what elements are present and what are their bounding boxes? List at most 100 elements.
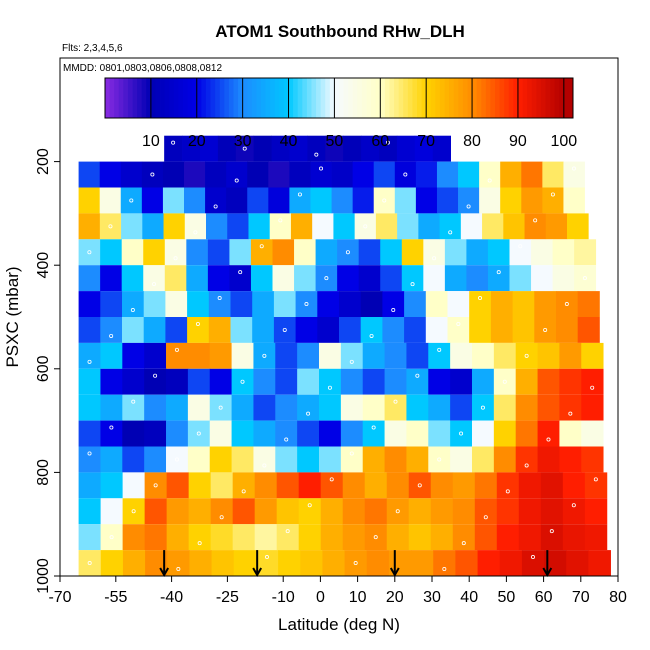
heatmap-cell — [380, 265, 403, 292]
heatmap-cell — [358, 265, 381, 292]
heatmap-cell — [384, 446, 407, 473]
heatmap-cell — [100, 524, 124, 551]
heatmap-cell — [232, 498, 256, 525]
heatmap-cell — [268, 187, 290, 214]
heatmap-cell — [275, 394, 298, 421]
heatmap-cell — [515, 342, 538, 369]
heatmap-cell — [78, 524, 102, 551]
heatmap-cell — [122, 420, 145, 447]
heatmap-cell — [342, 472, 366, 499]
heatmap-cell — [144, 472, 168, 499]
colorbar-cell — [311, 78, 317, 118]
x-tick-label: -10 — [272, 589, 295, 606]
colorbar-cell — [417, 78, 422, 118]
heatmap-cell — [490, 317, 513, 343]
heatmap-cell — [515, 420, 538, 447]
colorbar-cell — [150, 78, 156, 118]
heatmap-cell — [205, 187, 227, 214]
sample-marker — [550, 192, 555, 197]
colorbar-cell — [279, 78, 285, 118]
heatmap-cell — [559, 394, 582, 421]
sample-marker — [217, 296, 222, 301]
heatmap-cell — [430, 472, 454, 499]
x-tick-label: -55 — [104, 589, 127, 606]
colorbar-cell — [536, 78, 542, 118]
heatmap-cell — [186, 265, 209, 292]
y-tick-label: 200 — [35, 148, 52, 175]
heatmap-cell — [226, 161, 248, 188]
sample-marker — [530, 555, 535, 560]
heatmap-cell — [273, 317, 296, 343]
sample-marker — [502, 379, 507, 384]
colorbar-cell — [508, 78, 514, 118]
heatmap-cell — [362, 342, 385, 369]
heatmap-cell — [231, 446, 254, 473]
colorbar-cell — [449, 78, 455, 118]
heatmap-cell — [120, 187, 143, 214]
heatmap-cell — [100, 420, 123, 447]
heatmap-cell — [428, 446, 451, 473]
heatmap-cell — [162, 161, 185, 188]
heatmap-cell — [408, 498, 432, 525]
colorbar-cell — [403, 78, 409, 118]
heatmap-cell — [122, 524, 146, 551]
colorbar-cell — [375, 78, 381, 118]
heatmap-cell — [233, 550, 257, 576]
colorbar-cell — [545, 78, 551, 118]
heatmap-cell — [290, 213, 313, 240]
colorbar-cell — [306, 78, 312, 118]
heatmap-cell — [268, 161, 290, 188]
heatmap-cell — [78, 265, 101, 292]
colorbar-cell — [274, 78, 280, 118]
heatmap-cell — [122, 342, 145, 369]
heatmap-cell — [342, 524, 366, 551]
sample-marker — [153, 373, 158, 378]
heatmap-cell — [217, 135, 237, 162]
heatmap-cell — [562, 498, 586, 525]
heatmap-cell — [207, 239, 230, 266]
heatmap-cell — [380, 239, 403, 266]
heatmap-cell — [447, 317, 470, 343]
sample-marker — [437, 457, 442, 462]
heatmap-cell — [317, 291, 340, 317]
heatmap-cell — [144, 420, 167, 447]
heatmap-cell — [144, 394, 167, 421]
heatmap-cell — [364, 524, 388, 551]
heatmap-cell — [272, 265, 295, 292]
heatmap-cell — [362, 368, 385, 395]
heatmap-cell — [581, 368, 604, 395]
sample-marker — [262, 463, 267, 468]
colorbar-cell — [105, 78, 110, 118]
sample-marker — [329, 477, 334, 482]
heatmap-cell — [297, 394, 320, 421]
sample-marker — [382, 198, 387, 203]
colorbar-cell — [205, 78, 211, 118]
colorbar-cell — [568, 78, 574, 118]
sample-marker — [324, 276, 329, 281]
sample-marker — [109, 535, 114, 540]
colorbar-cell — [398, 78, 404, 118]
colorbar-cell — [265, 78, 271, 118]
sample-marker — [264, 555, 269, 560]
sample-marker — [262, 353, 267, 358]
colorbar-cell — [444, 78, 450, 118]
heatmap-cell — [211, 550, 235, 576]
heatmap-cell — [278, 550, 301, 576]
colorbar-cell — [169, 78, 175, 118]
heatmap-cell — [496, 498, 520, 525]
heatmap-cell — [253, 342, 276, 369]
heatmap-cell — [373, 161, 396, 188]
heatmap-cell — [408, 524, 432, 551]
heatmap-cell — [384, 394, 407, 421]
heatmap-cell — [163, 213, 186, 240]
colorbar-cell — [288, 78, 294, 118]
heatmap-cell — [78, 368, 101, 395]
heatmap-cell — [254, 524, 278, 551]
heatmap-cell — [247, 187, 269, 214]
heatmap-cell — [425, 317, 448, 343]
colorbar-tick-label: 40 — [280, 133, 298, 150]
heatmap-cell — [362, 446, 385, 473]
heatmap-cell — [144, 498, 168, 525]
heatmap-cell — [320, 472, 344, 499]
heatmap-cell — [499, 550, 523, 576]
